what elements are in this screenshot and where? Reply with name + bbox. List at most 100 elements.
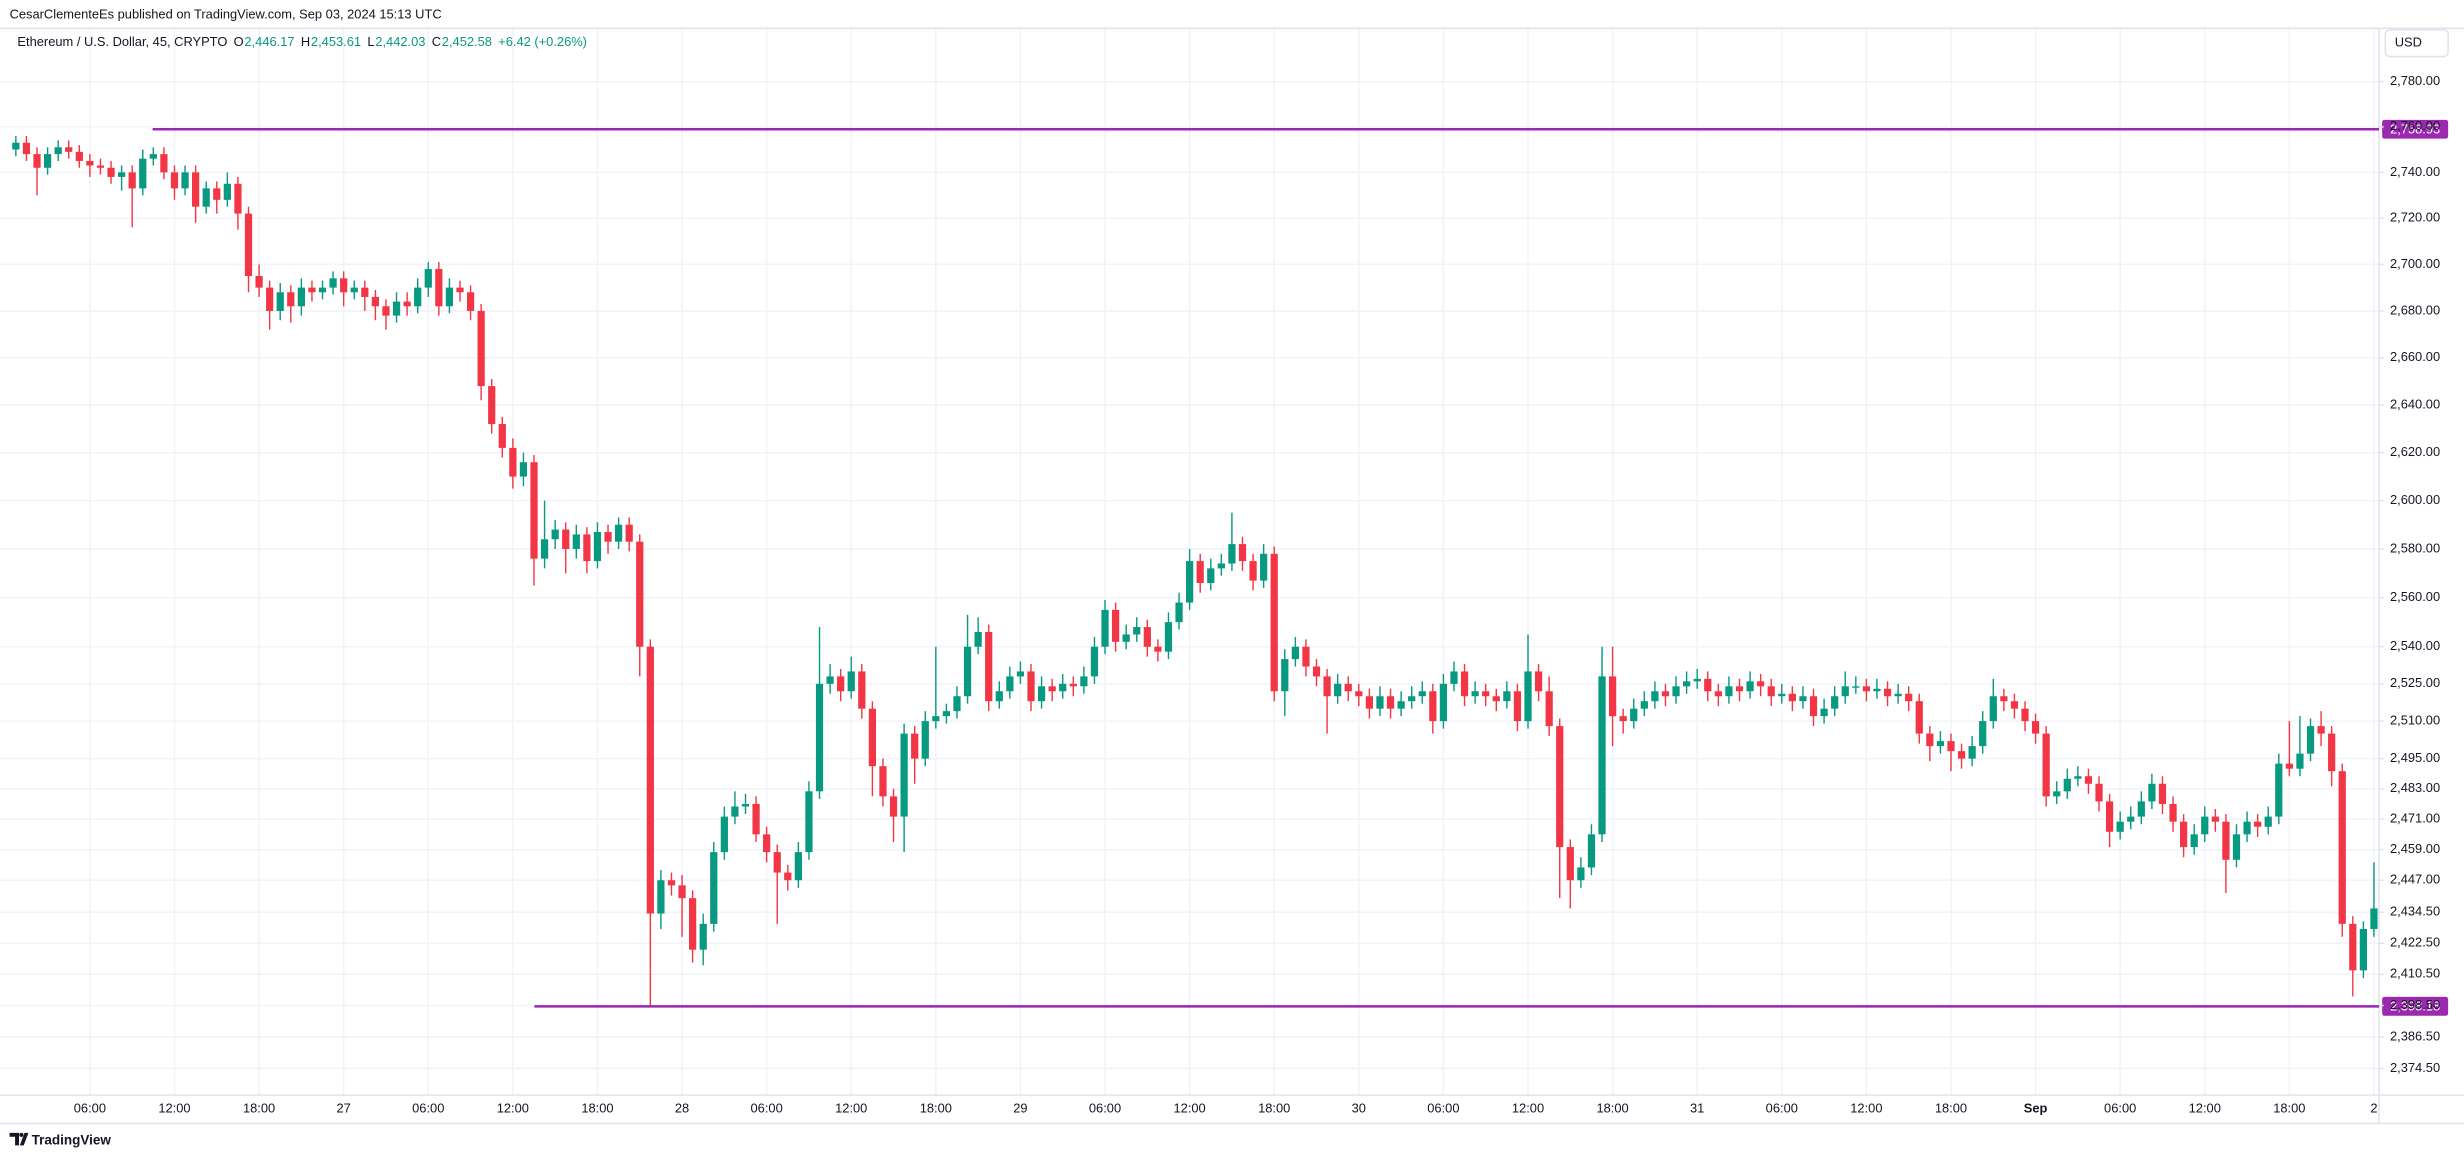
candle-body (2264, 816, 2272, 827)
candle-body (1873, 688, 1881, 692)
candle-body (12, 142, 20, 150)
candle-body (1228, 544, 1236, 564)
y-tick-label: 2,434.50 (2390, 904, 2440, 919)
candle-body (107, 167, 115, 177)
candle-body (2296, 753, 2304, 769)
legend-value: 2,453.61 (311, 34, 361, 49)
candle-body (1355, 691, 1363, 697)
candle-body (488, 386, 496, 425)
x-tick-label: Sep (2024, 1101, 2048, 1116)
x-tick-label: 12:00 (158, 1101, 190, 1116)
x-tick-label: 18:00 (1596, 1101, 1628, 1116)
candle-body (1027, 671, 1035, 702)
candle-body (699, 923, 707, 950)
candle-body (1894, 693, 1902, 697)
candle-body (1957, 751, 1966, 759)
candle-body (1704, 678, 1712, 692)
x-tick-label: 18:00 (581, 1101, 613, 1116)
candle-body (974, 631, 982, 647)
candle-body (1608, 676, 1617, 717)
y-tick-label: 2,410.50 (2390, 966, 2440, 981)
y-tick-label: 2,680.00 (2390, 302, 2440, 317)
candle-body (2084, 776, 2093, 784)
candle-body (392, 301, 401, 316)
candle-body (1249, 561, 1257, 581)
candle-body (1915, 701, 1923, 734)
y-tick-label: 2,640.00 (2390, 396, 2440, 411)
candle-body (1735, 686, 1744, 692)
candle-body (1524, 671, 1532, 722)
candle-body (1841, 686, 1849, 697)
x-tick-label: 06:00 (412, 1101, 444, 1116)
candle-body (1831, 696, 1839, 709)
y-tick-label: 2,560.00 (2390, 589, 2440, 604)
candle-body (826, 676, 834, 684)
candle-body (255, 276, 263, 288)
x-tick-label: 18:00 (1935, 1101, 1967, 1116)
candle-body (1661, 691, 1670, 697)
candle-body (1566, 847, 1574, 881)
candle-body (1640, 701, 1648, 709)
candle-body (1006, 676, 1014, 692)
candle-body (2222, 821, 2230, 860)
candle-body (1154, 646, 1162, 652)
y-tick-label: 2,471.00 (2390, 811, 2440, 826)
legend-value: 2,442.03 (375, 34, 425, 49)
candle-body (350, 287, 358, 293)
candle-body (932, 716, 940, 722)
candle-body (2158, 783, 2167, 804)
candle-body (963, 646, 972, 697)
y-tick-label: 2,740.00 (2390, 164, 2440, 179)
candle-body (1323, 676, 1331, 697)
candle-body (498, 424, 506, 448)
legend-key: C (432, 34, 441, 49)
y-tick-label: 2,660.00 (2390, 349, 2440, 364)
candle-body (1069, 683, 1077, 687)
y-tick-label: 2,483.00 (2390, 780, 2440, 795)
x-tick-label: 31 (1690, 1101, 1704, 1116)
candle-body (414, 287, 422, 307)
candle-body (1947, 741, 1955, 752)
currency-label: USD (2395, 35, 2422, 50)
candle-body (139, 158, 147, 189)
candle-body (1767, 686, 1775, 697)
y-tick-label: 2,760.00 (2390, 118, 2440, 133)
candle-body (1513, 691, 1522, 722)
x-tick-label: 12:00 (2189, 1101, 2221, 1116)
candle-body (2359, 929, 2367, 971)
candle-body (2053, 791, 2061, 797)
candle-body (562, 529, 570, 549)
candle-body (1545, 691, 1553, 727)
candle-body (435, 269, 443, 307)
axes: 2,780.00 2,760.00 2,740.00 2,720.00 2,700.00… (74, 73, 2440, 1116)
candle-body (710, 852, 718, 924)
candle-body (1556, 726, 1564, 848)
candle-body (911, 733, 919, 759)
candle-body (192, 172, 200, 207)
candle-body (583, 534, 591, 562)
candle-body (2074, 776, 2082, 779)
candle-body (1651, 691, 1659, 702)
candle-body (1693, 678, 1701, 682)
x-tick-label: 06:00 (1766, 1101, 1798, 1116)
candle-body (1503, 691, 1511, 702)
candle-body (340, 278, 348, 293)
x-tick-label: 28 (675, 1101, 689, 1116)
legend-value: 2,452.58 (442, 34, 492, 49)
currency-box[interactable] (2384, 29, 2449, 58)
candle-body (1450, 671, 1458, 684)
candle-body (1979, 721, 1987, 747)
candle-body (2105, 801, 2114, 832)
candle-body (509, 447, 517, 477)
candle-body (1746, 681, 1754, 692)
candle-body (657, 880, 665, 914)
x-tick-label: 12:00 (835, 1101, 867, 1116)
candle-body (424, 269, 432, 288)
candle-body (2031, 721, 2040, 734)
candle-body (731, 806, 739, 817)
candle-body (1016, 671, 1025, 677)
candle-body (1386, 696, 1395, 709)
x-tick-label: 29 (1013, 1101, 1027, 1116)
candle-body (1439, 683, 1448, 722)
